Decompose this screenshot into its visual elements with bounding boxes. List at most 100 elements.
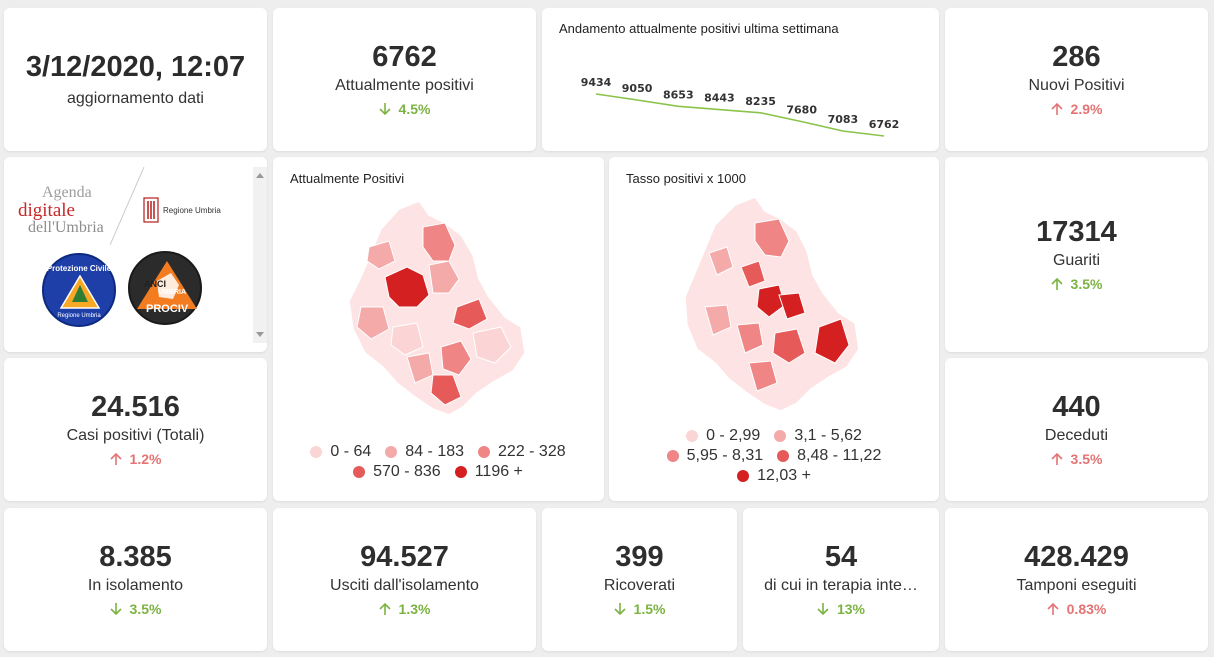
- region-zone[interactable]: [406, 352, 434, 384]
- agenda-digitale-logo: Agenda digitale dell'Umbria: [18, 185, 118, 236]
- anci-text: ANCI: [144, 279, 166, 289]
- kpi-delta: 3.5%: [1050, 451, 1102, 467]
- kpi-value: 54: [824, 541, 858, 574]
- update-datetime: 3/12/2020, 12:07: [25, 51, 246, 83]
- arrow-down-icon: [109, 602, 122, 616]
- trend-data-label: 7083: [828, 113, 859, 126]
- legend-label: 222 - 328: [498, 443, 566, 460]
- region-zone[interactable]: [428, 260, 460, 294]
- region-zone[interactable]: [452, 298, 488, 330]
- protezione-civile-logo: Protezione Civile Regione Umbria: [42, 253, 116, 327]
- map-positivi-card: Attualmente Positivi 0 - 64 84 - 183 222…: [273, 157, 604, 501]
- arrow-up-icon: [1047, 602, 1059, 615]
- kpi-label: Guariti: [1052, 251, 1101, 269]
- protezione-civile-text: Protezione Civile: [46, 264, 112, 273]
- region-zone[interactable]: [740, 260, 766, 288]
- kpi-label: Casi positivi (Totali): [66, 426, 205, 444]
- arrow-up-icon: [378, 602, 391, 615]
- kpi-delta: 1.5%: [613, 601, 665, 617]
- trend-series-line: [595, 93, 885, 137]
- scroll-down-icon[interactable]: [256, 332, 264, 337]
- kpi-deceduti: 440 Deceduti 3.5%: [945, 358, 1208, 501]
- kpi-label: Tamponi eseguiti: [1016, 576, 1137, 594]
- kpi-delta-value: 1.3%: [398, 600, 431, 617]
- arrow-down-icon: [378, 102, 391, 116]
- update-card: 3/12/2020, 12:07 aggiornamento dati: [4, 8, 267, 151]
- arrow-down-icon: [817, 602, 829, 616]
- region-zone[interactable]: [366, 240, 396, 270]
- protezione-civile-subtext: Regione Umbria: [57, 313, 101, 319]
- legend-label: 12,03 +: [757, 467, 811, 484]
- agenda-logo-line1: Agenda: [42, 184, 92, 201]
- region-zone[interactable]: [708, 246, 734, 276]
- regione-umbria-logo: Regione Umbria: [143, 197, 221, 223]
- kpi-delta-value: 3.5%: [129, 600, 162, 617]
- kpi-delta: 1.3%: [378, 600, 431, 617]
- trend-data-label: 9434: [581, 76, 612, 89]
- kpi-label: Deceduti: [1044, 426, 1109, 444]
- agenda-logo-line2: digitale: [18, 200, 75, 221]
- map-tasso-umbria[interactable]: [609, 157, 939, 501]
- kpi-isolamento: 8.385 In isolamento 3.5%: [4, 508, 267, 651]
- region-zone[interactable]: [778, 292, 806, 320]
- region-zone[interactable]: [814, 318, 850, 364]
- legend-swatch: [385, 446, 398, 458]
- trend-data-label: 8235: [745, 95, 776, 108]
- kpi-label: Ricoverati: [603, 576, 676, 594]
- region-zone[interactable]: [772, 328, 806, 364]
- region-zone[interactable]: [390, 322, 424, 356]
- kpi-value: 94.527: [360, 541, 449, 574]
- region-zone[interactable]: [704, 304, 732, 336]
- regione-umbria-text: Regione Umbria: [163, 205, 221, 215]
- kpi-value: 17314: [1036, 216, 1117, 249]
- trend-data-label: 6762: [869, 118, 900, 131]
- scroll-up-icon[interactable]: [256, 173, 264, 178]
- legend-swatch: [774, 430, 787, 442]
- region-zone[interactable]: [748, 360, 778, 392]
- kpi-delta-value: 4.5%: [398, 100, 431, 117]
- legend-swatch: [737, 470, 750, 482]
- region-zone[interactable]: [736, 322, 764, 354]
- legend-item: 222 - 328: [478, 443, 566, 461]
- region-zone[interactable]: [430, 374, 462, 406]
- anci-prociv-text: PROCIV: [146, 303, 189, 315]
- region-zone[interactable]: [356, 306, 390, 340]
- kpi-value: 8.385: [99, 541, 172, 574]
- region-zone[interactable]: [440, 340, 472, 376]
- region-zone[interactable]: [472, 326, 512, 364]
- kpi-delta-value: 3.5%: [1070, 275, 1103, 292]
- legend-swatch: [353, 466, 366, 478]
- kpi-value: 428.429: [1024, 541, 1129, 574]
- legend-item: 1196 +: [454, 463, 523, 481]
- kpi-delta: 1.2%: [109, 451, 161, 467]
- trend-card: Andamento attualmente positivi ultima se…: [542, 8, 939, 151]
- region-zone[interactable]: [756, 284, 786, 318]
- legend-item: 3,1 - 5,62: [774, 427, 862, 445]
- logos-scrollbar[interactable]: [253, 167, 267, 343]
- legend-item: 12,03 +: [737, 467, 811, 485]
- region-zone[interactable]: [754, 218, 790, 258]
- legend-label: 570 - 836: [373, 463, 441, 480]
- legend-item: 84 - 183: [385, 443, 464, 461]
- kpi-terapia-intensiva: 54 di cui in terapia inte… 13%: [743, 508, 939, 651]
- legend-swatch: [454, 466, 467, 478]
- anci-triangle-icon: [137, 261, 197, 309]
- legend-label: 5,95 - 8,31: [686, 447, 764, 464]
- map-positivi-umbria[interactable]: [273, 157, 604, 501]
- map-tasso-card: Tasso positivi x 1000 0 - 2,99 3,1 - 5,6…: [609, 157, 939, 501]
- region-zone[interactable]: [384, 266, 430, 308]
- arrow-up-icon: [109, 452, 122, 465]
- legend-label: 0 - 2,99: [706, 427, 761, 444]
- map-positivi-title: Attualmente Positivi: [290, 171, 405, 186]
- kpi-value: 440: [1052, 391, 1101, 424]
- kpi-delta: 0.83%: [1047, 601, 1106, 617]
- kpi-delta-value: 2.9%: [1070, 100, 1103, 117]
- map-tasso-legend: 0 - 2,99 3,1 - 5,62 5,95 - 8,31 8,48 - 1…: [644, 427, 904, 485]
- legend-item: 0 - 2,99: [686, 427, 760, 445]
- legend-swatch: [777, 450, 790, 462]
- kpi-guariti: 17314 Guariti 3.5%: [945, 157, 1208, 352]
- kpi-label: In isolamento: [87, 576, 184, 594]
- agenda-logo-line3: dell'Umbria: [28, 219, 104, 236]
- legend-swatch: [686, 430, 699, 442]
- anci-umbria-text: UMBRIA: [158, 289, 186, 296]
